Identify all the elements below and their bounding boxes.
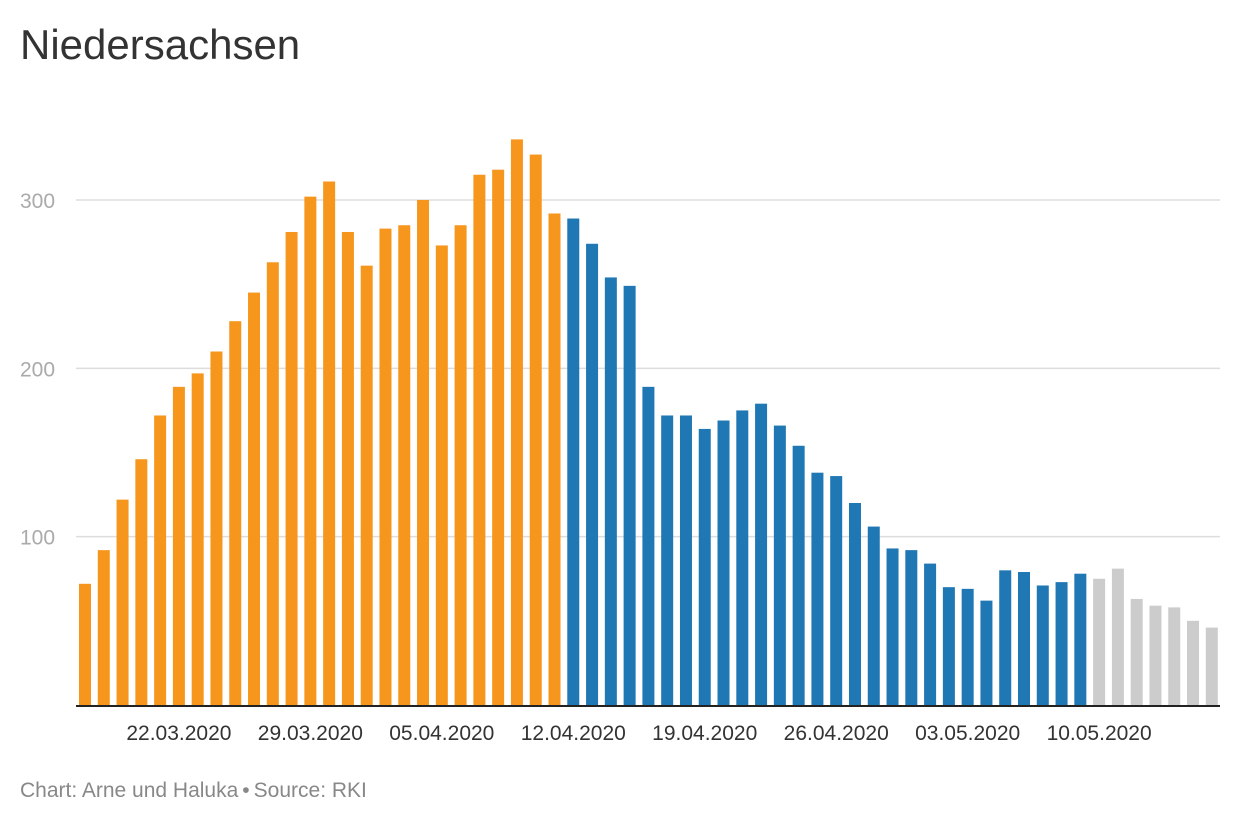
bar-16.05.2020 [1205,627,1218,705]
bar-26.04.2020 [830,476,843,705]
x-tick-label: 19.04.2020 [652,722,757,745]
x-tick-label: 05.04.2020 [389,722,494,745]
chart-footer: Chart: Arne und Haluka • Source: RKI [20,778,367,804]
bar-13.05.2020 [1149,605,1162,705]
bar-03.04.2020 [398,225,411,705]
bar-11.04.2020 [548,213,561,705]
bar-17.03.2020 [79,583,91,705]
y-tick-label: 200 [20,358,55,381]
bar-20.04.2020 [717,420,730,705]
bar-24.04.2020 [792,445,805,705]
bars [79,139,1218,706]
bar-20.03.2020 [135,459,148,705]
bar-16.04.2020 [642,386,655,705]
chart-title: Niedersachsen [20,21,301,68]
bar-11.05.2020 [1111,568,1124,705]
bar-19.03.2020 [116,499,129,705]
bar-28.03.2020 [285,231,298,706]
bar-13.04.2020 [586,243,599,705]
bar-15.04.2020 [623,285,636,705]
bar-22.03.2020 [172,386,185,705]
bar-23.03.2020 [191,373,204,705]
bar-08.04.2020 [492,169,505,705]
bar-15.05.2020 [1187,620,1200,705]
bar-03.05.2020 [961,588,974,705]
footer-separator: • [242,779,250,802]
bar-21.03.2020 [154,415,167,705]
bar-10.05.2020 [1093,578,1106,705]
x-tick-label: 12.04.2020 [521,722,626,745]
bar-27.03.2020 [266,262,279,705]
x-tick-label: 10.05.2020 [1047,722,1152,745]
bar-26.03.2020 [248,292,261,705]
bar-25.04.2020 [811,472,824,705]
bar-17.04.2020 [661,415,674,705]
bar-02.05.2020 [942,587,955,705]
bar-07.05.2020 [1036,585,1049,705]
source-text: Source: RKI [253,779,367,802]
bar-24.03.2020 [210,351,223,705]
bar-12.05.2020 [1130,598,1143,705]
bar-09.04.2020 [510,139,523,705]
bar-05.04.2020 [435,245,448,705]
bar-28.04.2020 [867,526,880,705]
bar-09.05.2020 [1074,573,1087,705]
y-tick-label: 100 [20,527,55,550]
credit-text: Chart: Arne und Haluka [20,779,239,802]
x-tick-label: 26.04.2020 [784,722,889,745]
bar-25.03.2020 [229,321,242,705]
bar-30.03.2020 [323,181,336,706]
bar-05.05.2020 [999,570,1012,705]
bar-18.03.2020 [97,550,110,705]
bar-04.04.2020 [417,200,430,705]
bar-07.04.2020 [473,174,486,705]
x-tick-label: 29.03.2020 [258,722,363,745]
bar-23.04.2020 [773,425,786,705]
bar-14.04.2020 [604,277,617,705]
bar-06.04.2020 [454,225,467,705]
bar-10.04.2020 [529,154,542,706]
bar-06.05.2020 [1018,572,1030,705]
bar-14.05.2020 [1168,607,1181,705]
y-axis-ticks: 100 200 300 [20,190,55,550]
bar-31.03.2020 [341,231,354,706]
bar-21.04.2020 [736,410,749,705]
x-axis-ticks: 22.03.2020 29.03.2020 05.04.2020 12.04.2020… [126,722,1151,745]
bar-08.05.2020 [1055,582,1068,705]
bar-02.04.2020 [379,228,392,705]
bar-01.04.2020 [360,265,373,705]
bar-12.04.2020 [567,218,580,705]
bar-29.03.2020 [304,196,317,705]
bar-22.04.2020 [755,403,768,705]
bar-04.05.2020 [980,600,993,705]
x-tick-label: 22.03.2020 [126,722,231,745]
x-tick-label: 03.05.2020 [915,722,1020,745]
bar-18.04.2020 [679,415,692,705]
y-tick-label: 300 [20,190,55,213]
bar-30.04.2020 [905,550,918,705]
bar-29.04.2020 [886,548,899,705]
bar-01.05.2020 [924,563,937,705]
bar-27.04.2020 [848,503,861,705]
bar-19.04.2020 [698,428,711,705]
